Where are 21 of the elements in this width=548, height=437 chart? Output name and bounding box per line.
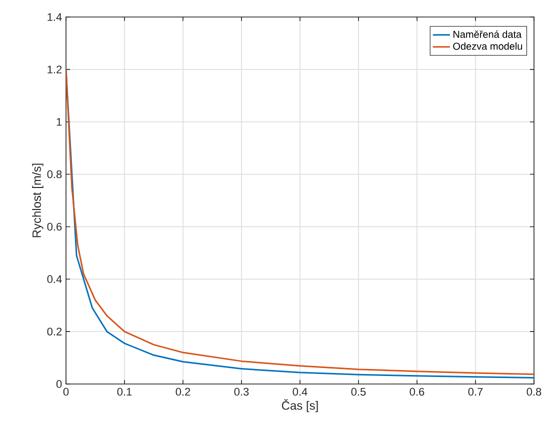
y-tick-label: 0.8 — [47, 170, 62, 178]
y-axis-title: Rychlost [m/s] — [32, 164, 44, 238]
y-tick-label: 0.2 — [47, 328, 62, 336]
x-tick-label: 0.4 — [292, 388, 308, 396]
x-tick-label: 0.3 — [234, 388, 249, 396]
x-tick-label: 0.1 — [117, 388, 132, 396]
y-tick-label: 1 — [56, 118, 62, 126]
y-tick-label: 0.6 — [47, 222, 62, 231]
legend-label: Odezva modelu — [453, 42, 522, 50]
x-tick-label: 0.5 — [351, 388, 366, 396]
x-tick-label: 0.7 — [468, 388, 483, 396]
x-tick-label: 0 — [63, 388, 69, 396]
x-axis-title: Čas [s] — [282, 399, 318, 412]
x-tick-label: 0.2 — [176, 388, 190, 396]
y-tick-label: 1.2 — [48, 66, 62, 74]
y-tick-label: 0.4 — [47, 275, 62, 284]
y-tick-label: 1.4 — [48, 13, 62, 21]
legend-label: Naměřená data — [454, 30, 522, 38]
x-tick-label: 0.8 — [526, 388, 542, 396]
y-tick-label: 0 — [56, 380, 62, 388]
x-tick-label: 0.6 — [410, 388, 424, 396]
